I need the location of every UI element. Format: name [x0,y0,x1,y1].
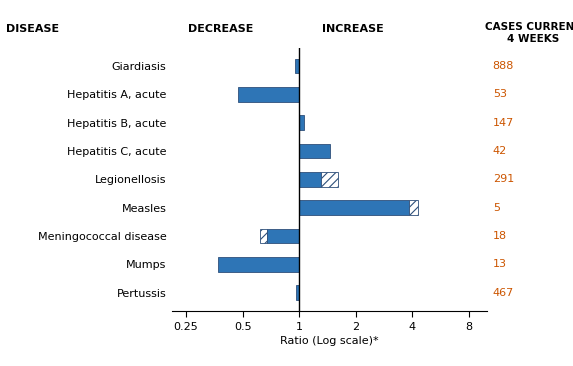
Text: DISEASE: DISEASE [6,24,59,34]
Bar [218,257,299,272]
Bar [299,143,329,158]
Bar [409,200,418,215]
Bar [299,200,409,215]
Bar [295,59,299,73]
Bar [296,285,299,300]
Bar [260,229,266,243]
Text: 147: 147 [493,118,514,128]
Bar [321,172,337,187]
Text: 5: 5 [493,203,500,213]
Text: 291: 291 [493,174,514,184]
Text: INCREASE: INCREASE [321,24,383,34]
Text: 13: 13 [493,259,507,269]
Text: 42: 42 [493,146,507,156]
Text: DECREASE: DECREASE [188,24,253,34]
Text: CASES CURRENT
4 WEEKS: CASES CURRENT 4 WEEKS [485,22,573,44]
Text: 467: 467 [493,288,514,298]
Text: 53: 53 [493,89,507,99]
Bar [266,229,299,243]
Text: 888: 888 [493,61,514,71]
Bar [299,115,304,130]
Bar [238,87,299,102]
X-axis label: Ratio (Log scale)*: Ratio (Log scale)* [280,336,379,346]
Bar [299,172,321,187]
Text: 18: 18 [493,231,507,241]
